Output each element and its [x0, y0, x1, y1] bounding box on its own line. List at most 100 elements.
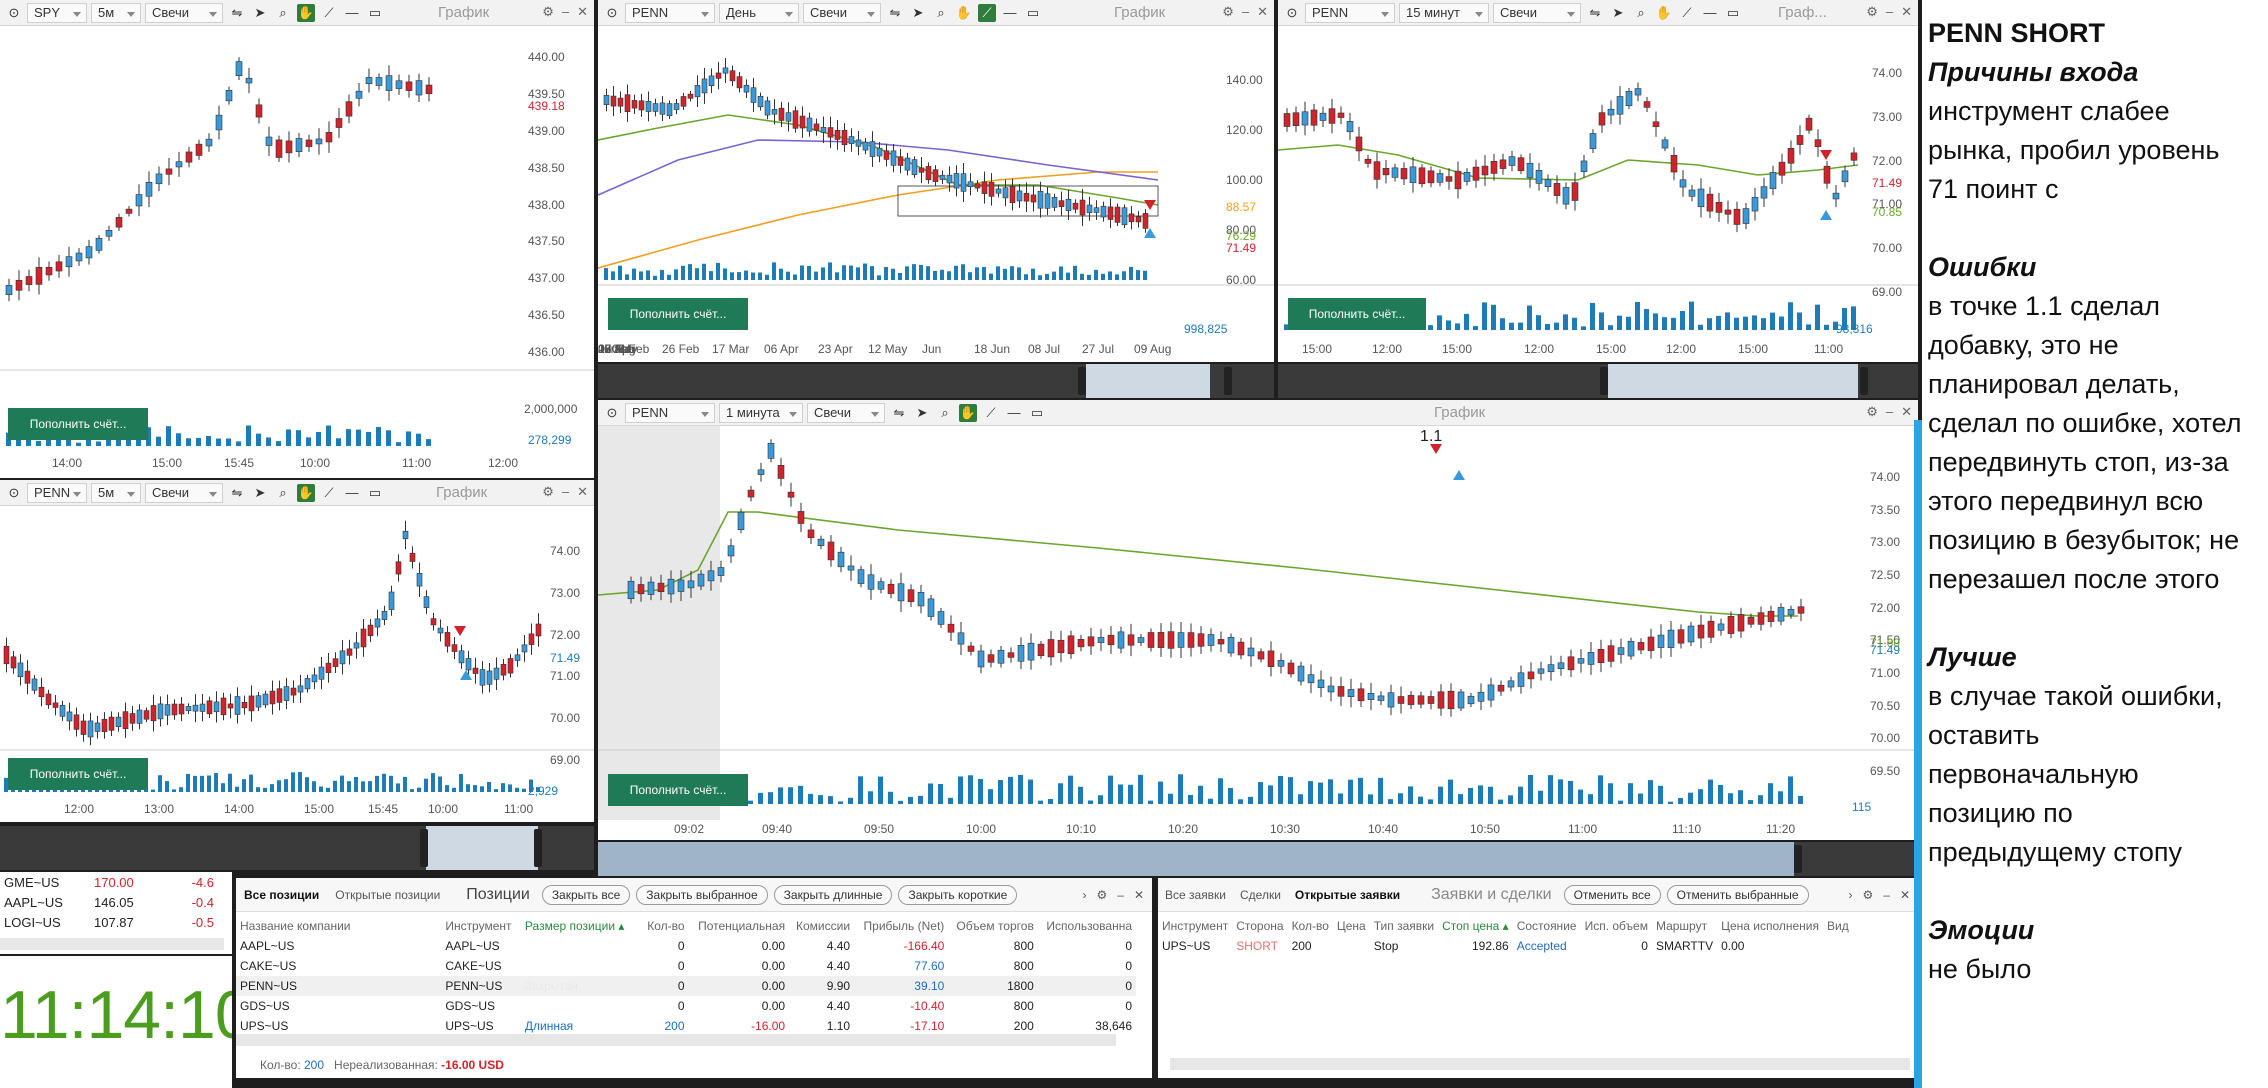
- positions-tab[interactable]: Открытые позиции: [335, 887, 441, 902]
- fund-account-button[interactable]: Пополнить счёт...: [608, 774, 748, 806]
- navigator-handle-right[interactable]: [534, 829, 542, 867]
- navigator-handle-left[interactable]: [420, 829, 428, 867]
- orders-tab[interactable]: Сделки: [1240, 887, 1281, 902]
- fund-account-button[interactable]: Пополнить счёт...: [8, 408, 148, 440]
- column-header[interactable]: Цена исполнения: [1721, 919, 1820, 933]
- rectangle-icon[interactable]: ▭: [1030, 404, 1044, 420]
- positions-button[interactable]: Закрыть выбранное: [636, 884, 768, 905]
- settings-icon[interactable]: ⚙: [1222, 4, 1234, 19]
- column-header[interactable]: Вид: [1827, 919, 1849, 933]
- hand-icon[interactable]: ✋: [959, 403, 977, 422]
- zoom-icon[interactable]: ⌕: [279, 484, 287, 500]
- settings-icon[interactable]: ⚙: [1862, 887, 1874, 902]
- column-header[interactable]: Цена: [1336, 919, 1366, 933]
- link-icon[interactable]: ⊙: [1286, 4, 1298, 20]
- column-header[interactable]: Исп. объем: [1584, 919, 1648, 933]
- positions-button[interactable]: Закрыть короткие: [898, 884, 1018, 905]
- orders-tab[interactable]: Все заявки: [1165, 887, 1227, 902]
- chart-type-select[interactable]: Свечи: [1493, 2, 1581, 23]
- settings-icon[interactable]: ⚙: [542, 4, 554, 19]
- zoom-icon[interactable]: ⌕: [1637, 4, 1645, 20]
- column-header[interactable]: Использованна: [1046, 919, 1132, 933]
- candlestick-chart[interactable]: [598, 400, 1918, 840]
- horizontal-line-icon[interactable]: —: [345, 5, 359, 20]
- column-header[interactable]: Размер позиции ▴: [524, 919, 625, 933]
- close-icon[interactable]: ✕: [1901, 404, 1912, 419]
- column-header[interactable]: Прибыль (Net): [863, 919, 945, 933]
- orders-button[interactable]: Отменить все: [1563, 884, 1661, 905]
- orders-tab[interactable]: Открытые заявки: [1294, 887, 1401, 902]
- close-icon[interactable]: ✕: [1257, 4, 1268, 19]
- horizontal-line-icon[interactable]: —: [1703, 5, 1717, 20]
- candlestick-chart[interactable]: [598, 0, 1274, 362]
- settings-icon[interactable]: ⚙: [1866, 404, 1878, 419]
- column-header[interactable]: Комиссии: [796, 919, 851, 933]
- column-header[interactable]: Инструмент: [445, 919, 512, 933]
- hand-icon[interactable]: ✋: [955, 4, 973, 20]
- trend-line-icon[interactable]: ⟋: [978, 3, 996, 22]
- minimize-icon[interactable]: –: [1883, 887, 1890, 902]
- fund-account-button[interactable]: Пополнить счёт...: [1288, 298, 1426, 330]
- cursor-icon[interactable]: ➤: [1612, 4, 1624, 20]
- chart-type-select[interactable]: Свечи: [145, 2, 223, 23]
- indicators-icon[interactable]: ⇋: [231, 4, 243, 20]
- close-icon[interactable]: ✕: [577, 4, 588, 19]
- zoom-icon[interactable]: ⌕: [937, 4, 945, 20]
- horizontal-line-icon[interactable]: —: [345, 485, 359, 500]
- trend-line-icon[interactable]: ⟋: [1682, 4, 1692, 20]
- navigator-handle-right[interactable]: [1794, 845, 1802, 873]
- table-row[interactable]: GDS~US GDS~US 0 0.00 4.40 -10.40 800 0: [236, 996, 1136, 1016]
- minimize-icon[interactable]: –: [1885, 4, 1894, 19]
- chart-navigator[interactable]: [598, 364, 1274, 398]
- hand-icon[interactable]: ✋: [1655, 4, 1673, 20]
- interval-select[interactable]: 5м: [91, 2, 141, 23]
- navigator-handle-left[interactable]: [1600, 367, 1608, 395]
- indicators-icon[interactable]: ⇋: [1589, 4, 1601, 20]
- watchlist-row[interactable]: AAPL~US 146.05 -0.4: [0, 892, 232, 912]
- chart-type-select[interactable]: Свечи: [807, 402, 885, 423]
- cursor-icon[interactable]: ➤: [254, 4, 266, 20]
- close-icon[interactable]: ✕: [1901, 4, 1912, 19]
- settings-icon[interactable]: ⚙: [1096, 887, 1108, 902]
- orders-scrollbar[interactable]: [1170, 1058, 1910, 1070]
- positions-button[interactable]: Закрыть все: [541, 884, 631, 905]
- zoom-icon[interactable]: ⌕: [279, 4, 287, 20]
- trend-line-icon[interactable]: ⟋: [324, 484, 334, 500]
- positions-scrollbar[interactable]: [236, 1034, 1116, 1046]
- positions-tab[interactable]: Все позиции: [244, 887, 320, 902]
- navigator-handle-right[interactable]: [1860, 367, 1868, 395]
- minimize-icon[interactable]: –: [561, 4, 570, 19]
- minimize-icon[interactable]: –: [1241, 4, 1250, 19]
- interval-select[interactable]: 5м: [91, 482, 141, 503]
- link-icon[interactable]: ⊙: [8, 4, 20, 20]
- more-icon[interactable]: ›: [1082, 887, 1087, 902]
- symbol-select[interactable]: PENN: [1305, 2, 1395, 23]
- column-header[interactable]: Тип заявки: [1373, 919, 1435, 933]
- interval-select[interactable]: День: [719, 2, 799, 23]
- column-header[interactable]: Инструмент: [1162, 919, 1229, 933]
- table-row[interactable]: CAKE~US CAKE~US 0 0.00 4.40 77.60 800 0: [236, 956, 1136, 976]
- more-icon[interactable]: ›: [1848, 887, 1853, 902]
- rectangle-icon[interactable]: ▭: [1026, 4, 1040, 20]
- table-row[interactable]: UPS~US UPS~US Длинная 200 -16.00 1.10 -17.10 20…: [236, 1016, 1136, 1036]
- column-header[interactable]: Название компании: [240, 919, 351, 933]
- navigator-handle-left[interactable]: [1078, 367, 1086, 395]
- minimize-icon[interactable]: –: [561, 484, 570, 499]
- fund-account-button[interactable]: Пополнить счёт...: [608, 298, 748, 330]
- indicators-icon[interactable]: ⇋: [893, 404, 905, 420]
- positions-button[interactable]: Закрыть длинные: [773, 884, 893, 905]
- zoom-icon[interactable]: ⌕: [941, 404, 949, 420]
- interval-select[interactable]: 15 минут: [1399, 2, 1489, 23]
- trend-line-icon[interactable]: ⟋: [986, 404, 996, 420]
- fund-account-button[interactable]: Пополнить счёт...: [8, 758, 148, 790]
- rectangle-icon[interactable]: ▭: [368, 484, 382, 500]
- chart-type-select[interactable]: Свечи: [145, 482, 223, 503]
- column-header[interactable]: Кол-во: [1291, 919, 1329, 933]
- horizontal-line-icon[interactable]: —: [1003, 5, 1017, 20]
- horizontal-line-icon[interactable]: —: [1007, 405, 1021, 420]
- table-row[interactable]: PENN~US PENN~US Закрытая 0 0.00 9.90 39.10 1800…: [236, 976, 1136, 996]
- column-header[interactable]: Объем торгов: [956, 919, 1034, 933]
- chart-type-select[interactable]: Свечи: [803, 2, 881, 23]
- interval-select[interactable]: 1 минута: [719, 402, 803, 423]
- chart-navigator[interactable]: [598, 842, 1918, 876]
